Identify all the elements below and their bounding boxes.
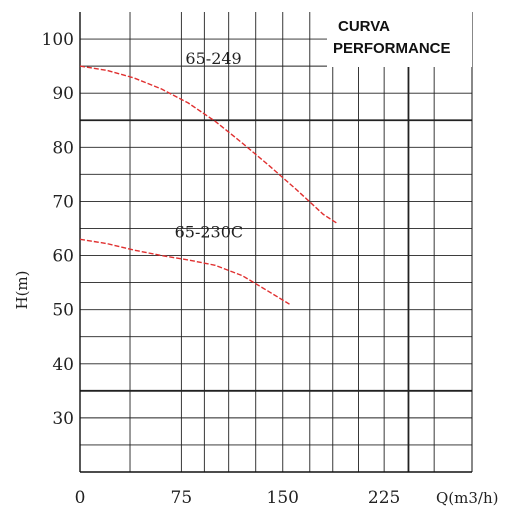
series-label-65-230C: 65-230C (175, 222, 244, 241)
y-tick-label: 100 (42, 30, 74, 50)
y-axis-label: H(m) (13, 270, 31, 309)
x-tick-labels: 0 75 150 225 (75, 488, 401, 508)
y-tick-label: 90 (52, 84, 74, 104)
chart-title-line-2: PERFORMANCE (333, 40, 451, 57)
series-line-1 (79, 65, 338, 224)
series-line-2 (79, 238, 290, 305)
x-tick-label: 0 (75, 488, 86, 508)
y-tick-label: 80 (52, 138, 74, 158)
x-tick-label: 225 (368, 488, 400, 508)
y-tick-label: 30 (52, 409, 74, 429)
chart-grid (79, 12, 473, 473)
series-label-65-249: 65-249 (185, 49, 241, 68)
x-tick-label: 75 (171, 488, 193, 508)
x-tick-label: 150 (267, 488, 299, 508)
y-tick-label: 70 (52, 192, 74, 212)
series-labels: 65-249 65-230C (175, 49, 244, 241)
chart-title-line-1: CURVA (338, 18, 390, 35)
y-tick-label: 50 (52, 301, 74, 321)
x-axis-label: Q(m3/h) (436, 489, 498, 507)
y-tick-labels: 30 40 50 60 70 80 90 100 (42, 30, 74, 429)
y-tick-label: 60 (52, 247, 74, 267)
y-tick-label: 40 (52, 355, 74, 375)
title-box (327, 12, 472, 67)
chart-series (79, 65, 338, 305)
